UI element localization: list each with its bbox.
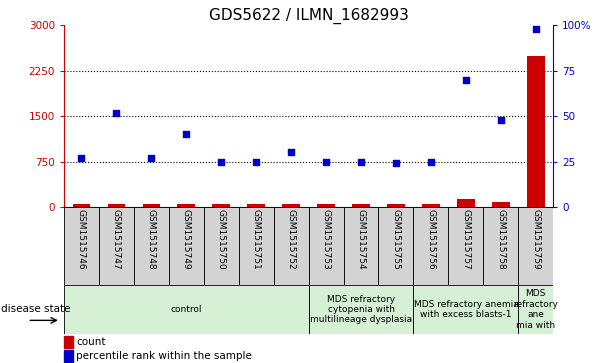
Text: GSM1515754: GSM1515754	[356, 209, 365, 270]
Point	[111, 110, 121, 115]
Text: GSM1515747: GSM1515747	[112, 209, 121, 270]
Bar	[142, 204, 160, 207]
Point	[147, 155, 156, 161]
Bar	[492, 202, 510, 207]
Point	[216, 159, 226, 164]
Bar	[274, 207, 308, 285]
Text: MDS refractory anemia
with excess blasts-1: MDS refractory anemia with excess blasts…	[413, 300, 518, 319]
Text: GSM1515746: GSM1515746	[77, 209, 86, 270]
Bar	[308, 285, 413, 334]
Bar	[64, 285, 308, 334]
Text: GSM1515753: GSM1515753	[322, 209, 331, 270]
Bar	[308, 207, 344, 285]
Bar	[98, 207, 134, 285]
Bar	[134, 207, 168, 285]
Bar	[352, 204, 370, 207]
Text: GSM1515759: GSM1515759	[531, 209, 541, 270]
Bar	[483, 207, 518, 285]
Point	[496, 117, 506, 123]
Bar	[387, 204, 405, 207]
Bar	[108, 204, 125, 207]
Text: count: count	[76, 337, 106, 347]
Point	[321, 159, 331, 164]
Text: disease state: disease state	[1, 305, 70, 314]
Text: GSM1515752: GSM1515752	[286, 209, 295, 270]
Bar	[212, 204, 230, 207]
Bar	[378, 207, 413, 285]
Point	[356, 159, 366, 164]
Point	[77, 155, 86, 161]
Text: GSM1515750: GSM1515750	[216, 209, 226, 270]
Point	[286, 150, 296, 155]
Text: GSM1515757: GSM1515757	[461, 209, 471, 270]
Bar	[413, 207, 448, 285]
Bar	[457, 199, 475, 207]
Point	[181, 131, 191, 137]
Bar	[204, 207, 238, 285]
Point	[531, 26, 541, 32]
Bar	[317, 204, 335, 207]
Bar	[64, 350, 72, 362]
Bar	[238, 207, 274, 285]
Text: GSM1515748: GSM1515748	[147, 209, 156, 270]
Point	[461, 77, 471, 83]
Bar	[518, 207, 553, 285]
Bar	[527, 56, 545, 207]
Bar	[178, 204, 195, 207]
Bar	[422, 204, 440, 207]
Bar	[64, 336, 72, 348]
Text: GSM1515755: GSM1515755	[392, 209, 401, 270]
Text: MDS
refractory
ane
mia with: MDS refractory ane mia with	[513, 289, 558, 330]
Bar	[413, 285, 518, 334]
Bar	[168, 207, 204, 285]
Title: GDS5622 / ILMN_1682993: GDS5622 / ILMN_1682993	[209, 8, 409, 24]
Text: GSM1515751: GSM1515751	[252, 209, 261, 270]
Text: GSM1515758: GSM1515758	[496, 209, 505, 270]
Bar	[247, 204, 265, 207]
Bar	[344, 207, 378, 285]
Bar	[518, 285, 553, 334]
Point	[391, 160, 401, 166]
Text: percentile rank within the sample: percentile rank within the sample	[76, 351, 252, 361]
Point	[251, 159, 261, 164]
Text: control: control	[170, 305, 202, 314]
Text: MDS refractory
cytopenia with
multilineage dysplasia: MDS refractory cytopenia with multilinea…	[310, 294, 412, 325]
Bar	[448, 207, 483, 285]
Bar	[72, 204, 90, 207]
Text: GSM1515756: GSM1515756	[426, 209, 435, 270]
Bar	[282, 204, 300, 207]
Bar	[64, 207, 98, 285]
Text: GSM1515749: GSM1515749	[182, 209, 191, 270]
Point	[426, 159, 436, 164]
